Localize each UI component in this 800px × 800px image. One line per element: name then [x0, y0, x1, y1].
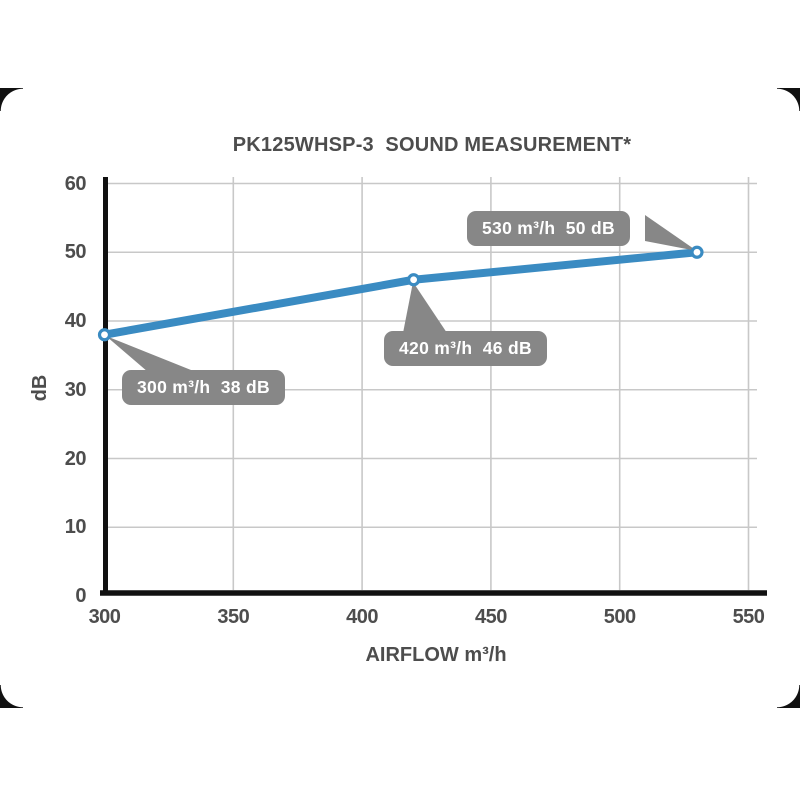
- y-tick-label: 20: [64, 447, 87, 470]
- x-tick-label: 450: [474, 606, 507, 628]
- callout-pointer: [403, 282, 447, 333]
- card-corner-top-right: [777, 88, 800, 111]
- x-axis-title: AIRFLOW m³/h: [365, 644, 507, 666]
- callout-label: 530 m³/h 50 dB: [467, 211, 630, 246]
- card-corner-top-left: [0, 88, 23, 111]
- x-tick-label: 350: [217, 606, 250, 628]
- y-axis-title: dB: [29, 374, 51, 402]
- x-tick-label: 300: [88, 606, 121, 628]
- y-tick-label: 0: [75, 585, 86, 607]
- callout-label: 420 m³/h 46 dB: [384, 331, 547, 366]
- card-corner-bottom-left: [0, 685, 23, 708]
- y-tick-label: 30: [64, 378, 87, 401]
- chart-title: PK125WHSP-3 SOUND MEASUREMENT*: [232, 134, 632, 156]
- card-corner-bottom-right: [777, 685, 800, 708]
- callout-label: 300 m³/h 38 dB: [122, 370, 285, 405]
- y-tick-label: 10: [64, 516, 87, 539]
- y-tick-label: 50: [64, 241, 87, 264]
- data-point-marker: [407, 273, 421, 287]
- callout-pointer: [645, 215, 697, 251]
- x-tick-label: 400: [346, 606, 379, 628]
- data-point-marker: [97, 328, 112, 342]
- y-tick-label: 40: [64, 310, 87, 332]
- x-tick-label: 500: [603, 606, 636, 628]
- callout-pointer: [106, 336, 196, 372]
- x-tick-label: 550: [732, 606, 765, 628]
- data-point-marker: [690, 245, 704, 259]
- y-tick-label: 60: [64, 172, 87, 195]
